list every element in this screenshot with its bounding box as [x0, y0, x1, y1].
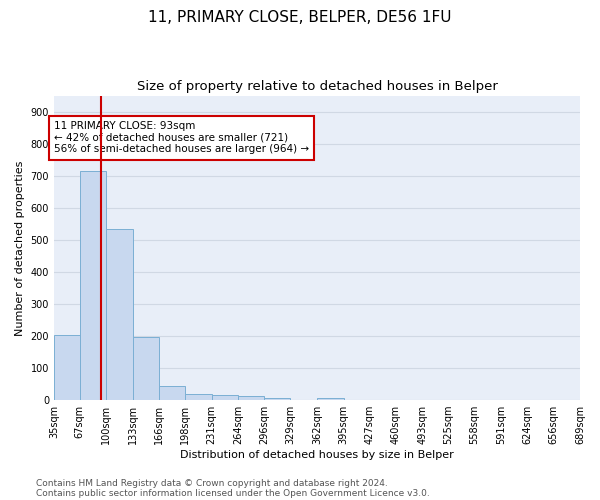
X-axis label: Distribution of detached houses by size in Belper: Distribution of detached houses by size …	[180, 450, 454, 460]
Y-axis label: Number of detached properties: Number of detached properties	[15, 160, 25, 336]
Bar	[212, 396, 238, 400]
Title: Size of property relative to detached houses in Belper: Size of property relative to detached ho…	[137, 80, 497, 93]
Bar	[106, 229, 133, 400]
Bar	[133, 338, 159, 400]
Bar	[317, 398, 344, 400]
Text: Contains public sector information licensed under the Open Government Licence v3: Contains public sector information licen…	[36, 488, 430, 498]
Text: Contains HM Land Registry data © Crown copyright and database right 2024.: Contains HM Land Registry data © Crown c…	[36, 478, 388, 488]
Text: 11, PRIMARY CLOSE, BELPER, DE56 1FU: 11, PRIMARY CLOSE, BELPER, DE56 1FU	[148, 10, 452, 25]
Bar	[264, 398, 290, 400]
Bar	[238, 396, 264, 400]
Text: 11 PRIMARY CLOSE: 93sqm
← 42% of detached houses are smaller (721)
56% of semi-d: 11 PRIMARY CLOSE: 93sqm ← 42% of detache…	[54, 121, 309, 154]
Bar	[80, 171, 106, 400]
Bar	[159, 386, 185, 400]
Bar	[54, 334, 80, 400]
Bar	[185, 394, 212, 400]
